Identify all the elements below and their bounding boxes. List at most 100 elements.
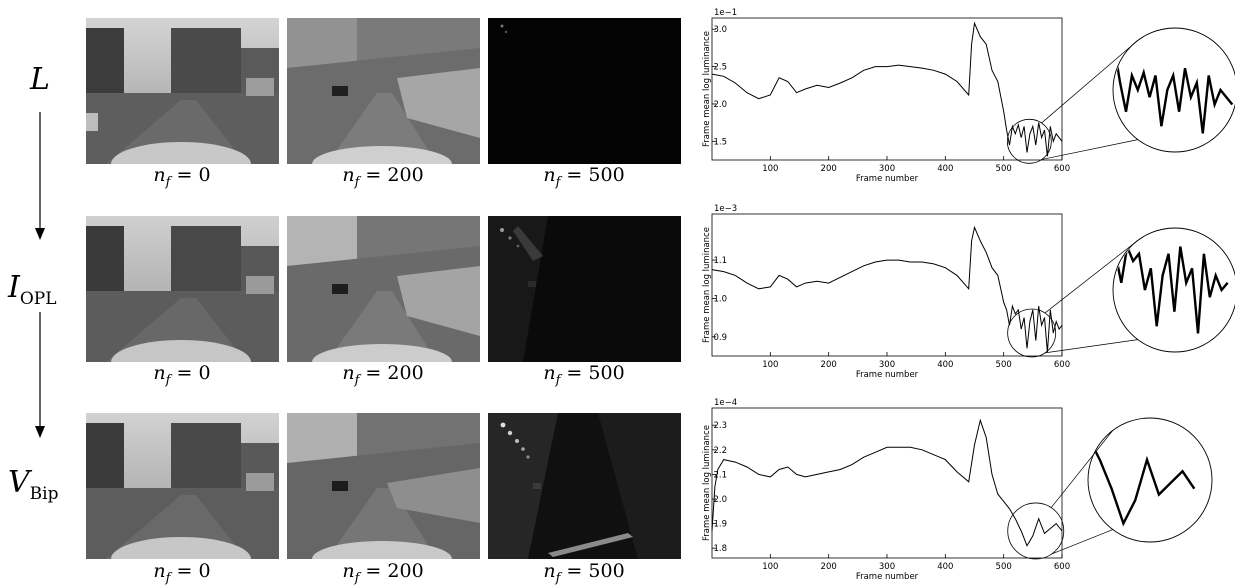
frame-eq: = 0 — [170, 164, 211, 186]
stage-label-luminance: L — [30, 62, 50, 101]
axis-scale-label: 1e−3 — [714, 204, 737, 214]
frame-image-city-street — [86, 216, 279, 362]
frame-var: n — [543, 560, 556, 582]
frame-eq: = 500 — [560, 560, 625, 582]
frame-label: nf = 0 — [112, 362, 252, 388]
x-tick-label: 400 — [937, 360, 953, 370]
zoom-connector — [1044, 240, 1139, 314]
stage-subscript: Bip — [29, 484, 59, 504]
series-line — [711, 225, 1063, 353]
x-axis-label: Frame number — [856, 572, 919, 582]
x-tick-label: 100 — [762, 360, 778, 370]
x-tick-label: 500 — [996, 164, 1012, 174]
frame-image-tunnel-dark — [488, 413, 681, 559]
zoom-inset-circle — [1087, 417, 1213, 543]
stage-label-bipolar: VBip — [8, 465, 58, 504]
x-axis-label: Frame number — [856, 370, 919, 380]
luminance-chart-L: 1e−1 Frame mean log luminance Frame number… — [702, 8, 1235, 184]
zoom-connector — [1044, 339, 1138, 354]
frame-sub: f — [165, 372, 171, 388]
y-tick-label: 1.1 — [713, 256, 727, 266]
frame-eq: = 500 — [560, 164, 625, 186]
y-tick-label: 2.1 — [713, 470, 727, 480]
x-tick-label: 200 — [821, 164, 837, 174]
arrow-down-icon — [35, 112, 45, 240]
plot-frame — [711, 407, 1063, 559]
frame-var: n — [153, 560, 166, 582]
x-tick-label: 500 — [996, 360, 1012, 370]
x-tick-label: 300 — [879, 164, 895, 174]
x-tick-label: 600 — [1054, 562, 1070, 572]
frame-eq: = 200 — [359, 560, 424, 582]
luminance-chart-OPL: 1e−3 Frame mean log luminance Frame number… — [702, 204, 1235, 380]
y-axis-label: Frame mean log luminance — [702, 227, 712, 343]
frame-var: n — [153, 362, 166, 384]
frame-sub: f — [354, 570, 360, 586]
series-line — [711, 21, 1063, 157]
x-tick-label: 600 — [1054, 164, 1070, 174]
zoom-connector — [1041, 40, 1139, 124]
frame-var: n — [342, 164, 355, 186]
x-tick-label: 200 — [821, 562, 837, 572]
stage-symbol: I — [8, 270, 20, 305]
y-tick-label: 1.0 — [713, 294, 727, 304]
zoom-region-circle — [1007, 308, 1057, 358]
frame-eq: = 0 — [170, 560, 211, 582]
plot-frame — [711, 213, 1063, 357]
y-axis-label: Frame mean log luminance — [702, 31, 712, 147]
frame-eq: = 200 — [359, 362, 424, 384]
frame-var: n — [342, 560, 355, 582]
zoom-connector — [1041, 139, 1138, 160]
y-tick-label: 3.0 — [713, 25, 727, 35]
zoom-region-circle — [1007, 502, 1065, 560]
x-tick-label: 300 — [879, 562, 895, 572]
y-tick-label: 2.5 — [713, 63, 727, 73]
frame-image-tunnel-entrance — [287, 216, 480, 362]
frame-image-tunnel-dark — [488, 18, 681, 164]
zoom-connector — [1050, 430, 1114, 508]
frame-label: nf = 500 — [514, 164, 654, 190]
y-tick-label: 1.9 — [713, 520, 727, 530]
frame-image-city-street — [86, 413, 279, 559]
frame-image-tunnel-dark — [488, 216, 681, 362]
stage-subscript: OPL — [19, 289, 57, 309]
x-tick-label: 100 — [762, 164, 778, 174]
stage-label-opl: IOPL — [8, 270, 57, 309]
y-tick-label: 2.0 — [713, 100, 727, 110]
frame-label: nf = 0 — [112, 164, 252, 190]
y-tick-label: 2.0 — [713, 495, 727, 505]
x-tick-label: 400 — [937, 562, 953, 572]
axis-scale-label: 1e−1 — [714, 8, 737, 18]
frame-label: nf = 0 — [112, 560, 252, 586]
zoom-series-line — [1114, 46, 1234, 134]
plot-frame — [711, 17, 1063, 161]
zoom-inset-circle — [1112, 227, 1235, 353]
frame-label: nf = 500 — [514, 362, 654, 388]
axis-scale-label: 1e−4 — [714, 398, 737, 408]
x-axis-label: Frame number — [856, 174, 919, 184]
frame-var: n — [342, 362, 355, 384]
frame-image-tunnel-entrance — [287, 18, 480, 164]
y-tick-label: 2.2 — [713, 446, 727, 456]
x-tick-label: 300 — [879, 360, 895, 370]
x-tick-label: 500 — [996, 562, 1012, 572]
arrow-down-icon — [35, 312, 45, 438]
luminance-chart-Bip: 1e−4 Frame mean log luminance Frame number… — [702, 398, 1213, 582]
frame-sub: f — [354, 174, 360, 190]
frame-label: nf = 200 — [313, 164, 453, 190]
frame-image-city-street — [86, 18, 279, 164]
frame-sub: f — [555, 174, 561, 190]
frame-sub: f — [165, 570, 171, 586]
zoom-series-line — [1114, 242, 1229, 334]
stage-symbol: L — [30, 62, 50, 97]
y-tick-label: 0.9 — [713, 333, 727, 343]
zoom-region-circle — [1006, 118, 1052, 164]
frame-sub: f — [555, 570, 561, 586]
y-axis-label: Frame mean log luminance — [702, 425, 712, 541]
frame-sub: f — [555, 372, 561, 388]
x-tick-label: 600 — [1054, 360, 1070, 370]
y-tick-label: 1.8 — [713, 544, 727, 554]
zoom-connector — [1051, 529, 1113, 555]
x-tick-label: 400 — [937, 164, 953, 174]
series-line — [711, 418, 1063, 547]
